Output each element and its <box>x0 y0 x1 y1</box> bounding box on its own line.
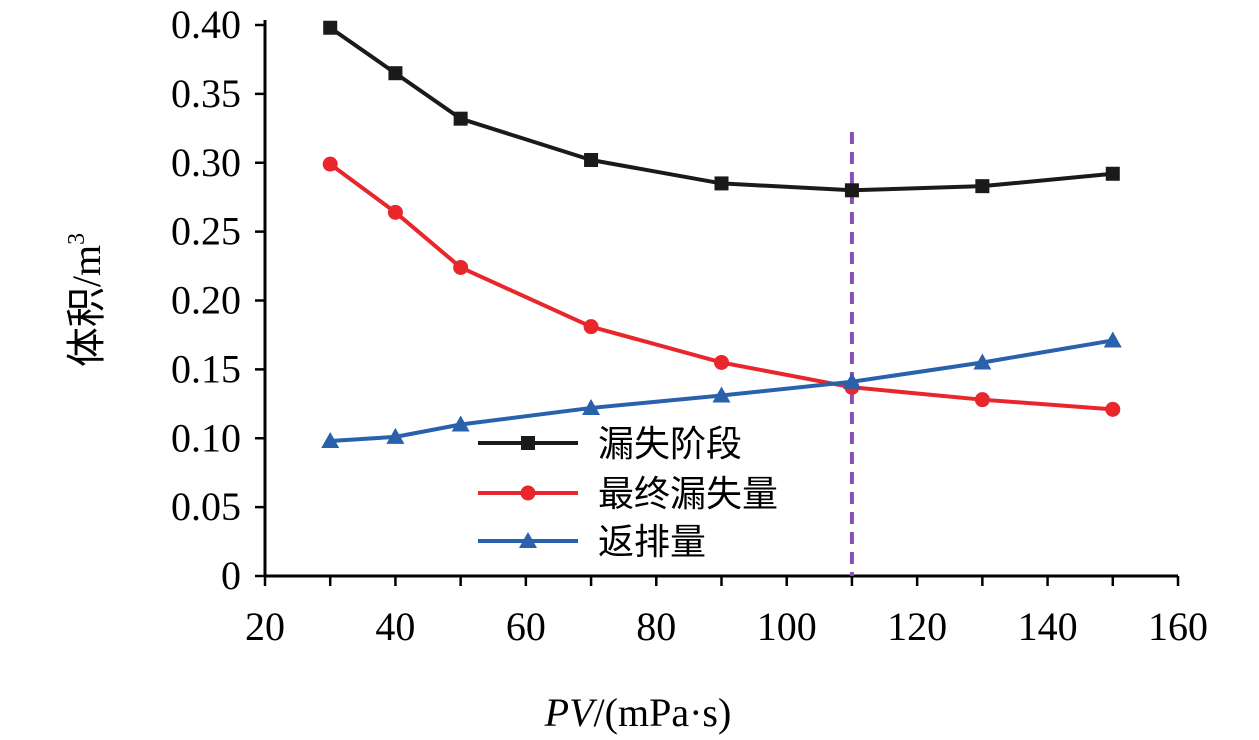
data-point <box>322 156 338 172</box>
series-line <box>329 162 1113 412</box>
x-axis-title-italic: PV <box>544 690 598 735</box>
x-tick-label: 40 <box>375 604 415 649</box>
data-point <box>973 353 992 370</box>
legend-label: 漏失阶段 <box>598 424 742 465</box>
series-1 <box>323 20 1120 198</box>
series-3 <box>321 331 1122 449</box>
x-tick-label: 100 <box>757 604 817 649</box>
data-point <box>712 386 731 403</box>
y-tick-label: 0.15 <box>171 346 241 391</box>
legend-marker <box>521 436 535 450</box>
y-tick-label: 0.30 <box>171 140 241 185</box>
data-point <box>321 432 340 449</box>
data-point <box>1105 401 1121 417</box>
data-point <box>453 259 469 275</box>
data-point <box>388 66 403 81</box>
data-point <box>583 319 599 335</box>
legend-marker <box>519 532 537 548</box>
data-point <box>1103 331 1122 348</box>
data-point <box>584 152 599 167</box>
series-group <box>321 20 1122 449</box>
y-axis-title-text: 体积/m <box>64 245 109 367</box>
x-axis-title: PV/(mPa·s) <box>544 690 732 735</box>
data-point <box>842 372 861 389</box>
data-point <box>323 20 338 35</box>
data-point <box>451 415 470 432</box>
y-tick-label: 0.10 <box>171 415 241 460</box>
y-tick-label: 0.20 <box>171 278 241 323</box>
data-point <box>386 427 405 444</box>
legend-label: 返排量 <box>598 522 706 563</box>
x-tick-label: 120 <box>887 604 947 649</box>
data-point <box>974 392 990 408</box>
y-tick-label: 0.25 <box>171 209 241 254</box>
data-point <box>714 176 729 191</box>
data-point <box>1105 166 1120 181</box>
series-line <box>329 26 1113 193</box>
y-tick-label: 0.35 <box>171 71 241 116</box>
x-tick-label: 60 <box>506 604 546 649</box>
x-tick-label: 140 <box>1018 604 1078 649</box>
y-axis-title-sup: 3 <box>64 233 90 245</box>
series-line <box>330 338 1114 444</box>
series-2 <box>322 156 1121 417</box>
data-point <box>714 354 729 370</box>
x-tick-label: 80 <box>636 604 676 649</box>
y-axis-title: 体积/m3 <box>64 233 109 367</box>
y-tick-label: 0.40 <box>171 2 241 47</box>
x-tick-label: 20 <box>245 604 285 649</box>
data-point <box>453 111 468 126</box>
data-point <box>975 179 990 194</box>
y-tick-label: 0.05 <box>171 484 241 529</box>
x-axis-title-unit: /(mPa·s) <box>594 690 732 735</box>
data-point <box>387 204 403 220</box>
y-tick-label: 0 <box>221 553 241 598</box>
legend-marker <box>520 485 536 501</box>
data-point <box>582 398 601 415</box>
x-tick-label: 160 <box>1148 604 1208 649</box>
axes: 20 40 60 80 100 120 140 160 0 0.05 0.10 0.15 0.20 0.2… <box>171 2 1208 649</box>
legend-label: 最终漏失量 <box>598 474 778 515</box>
data-point <box>844 183 859 198</box>
